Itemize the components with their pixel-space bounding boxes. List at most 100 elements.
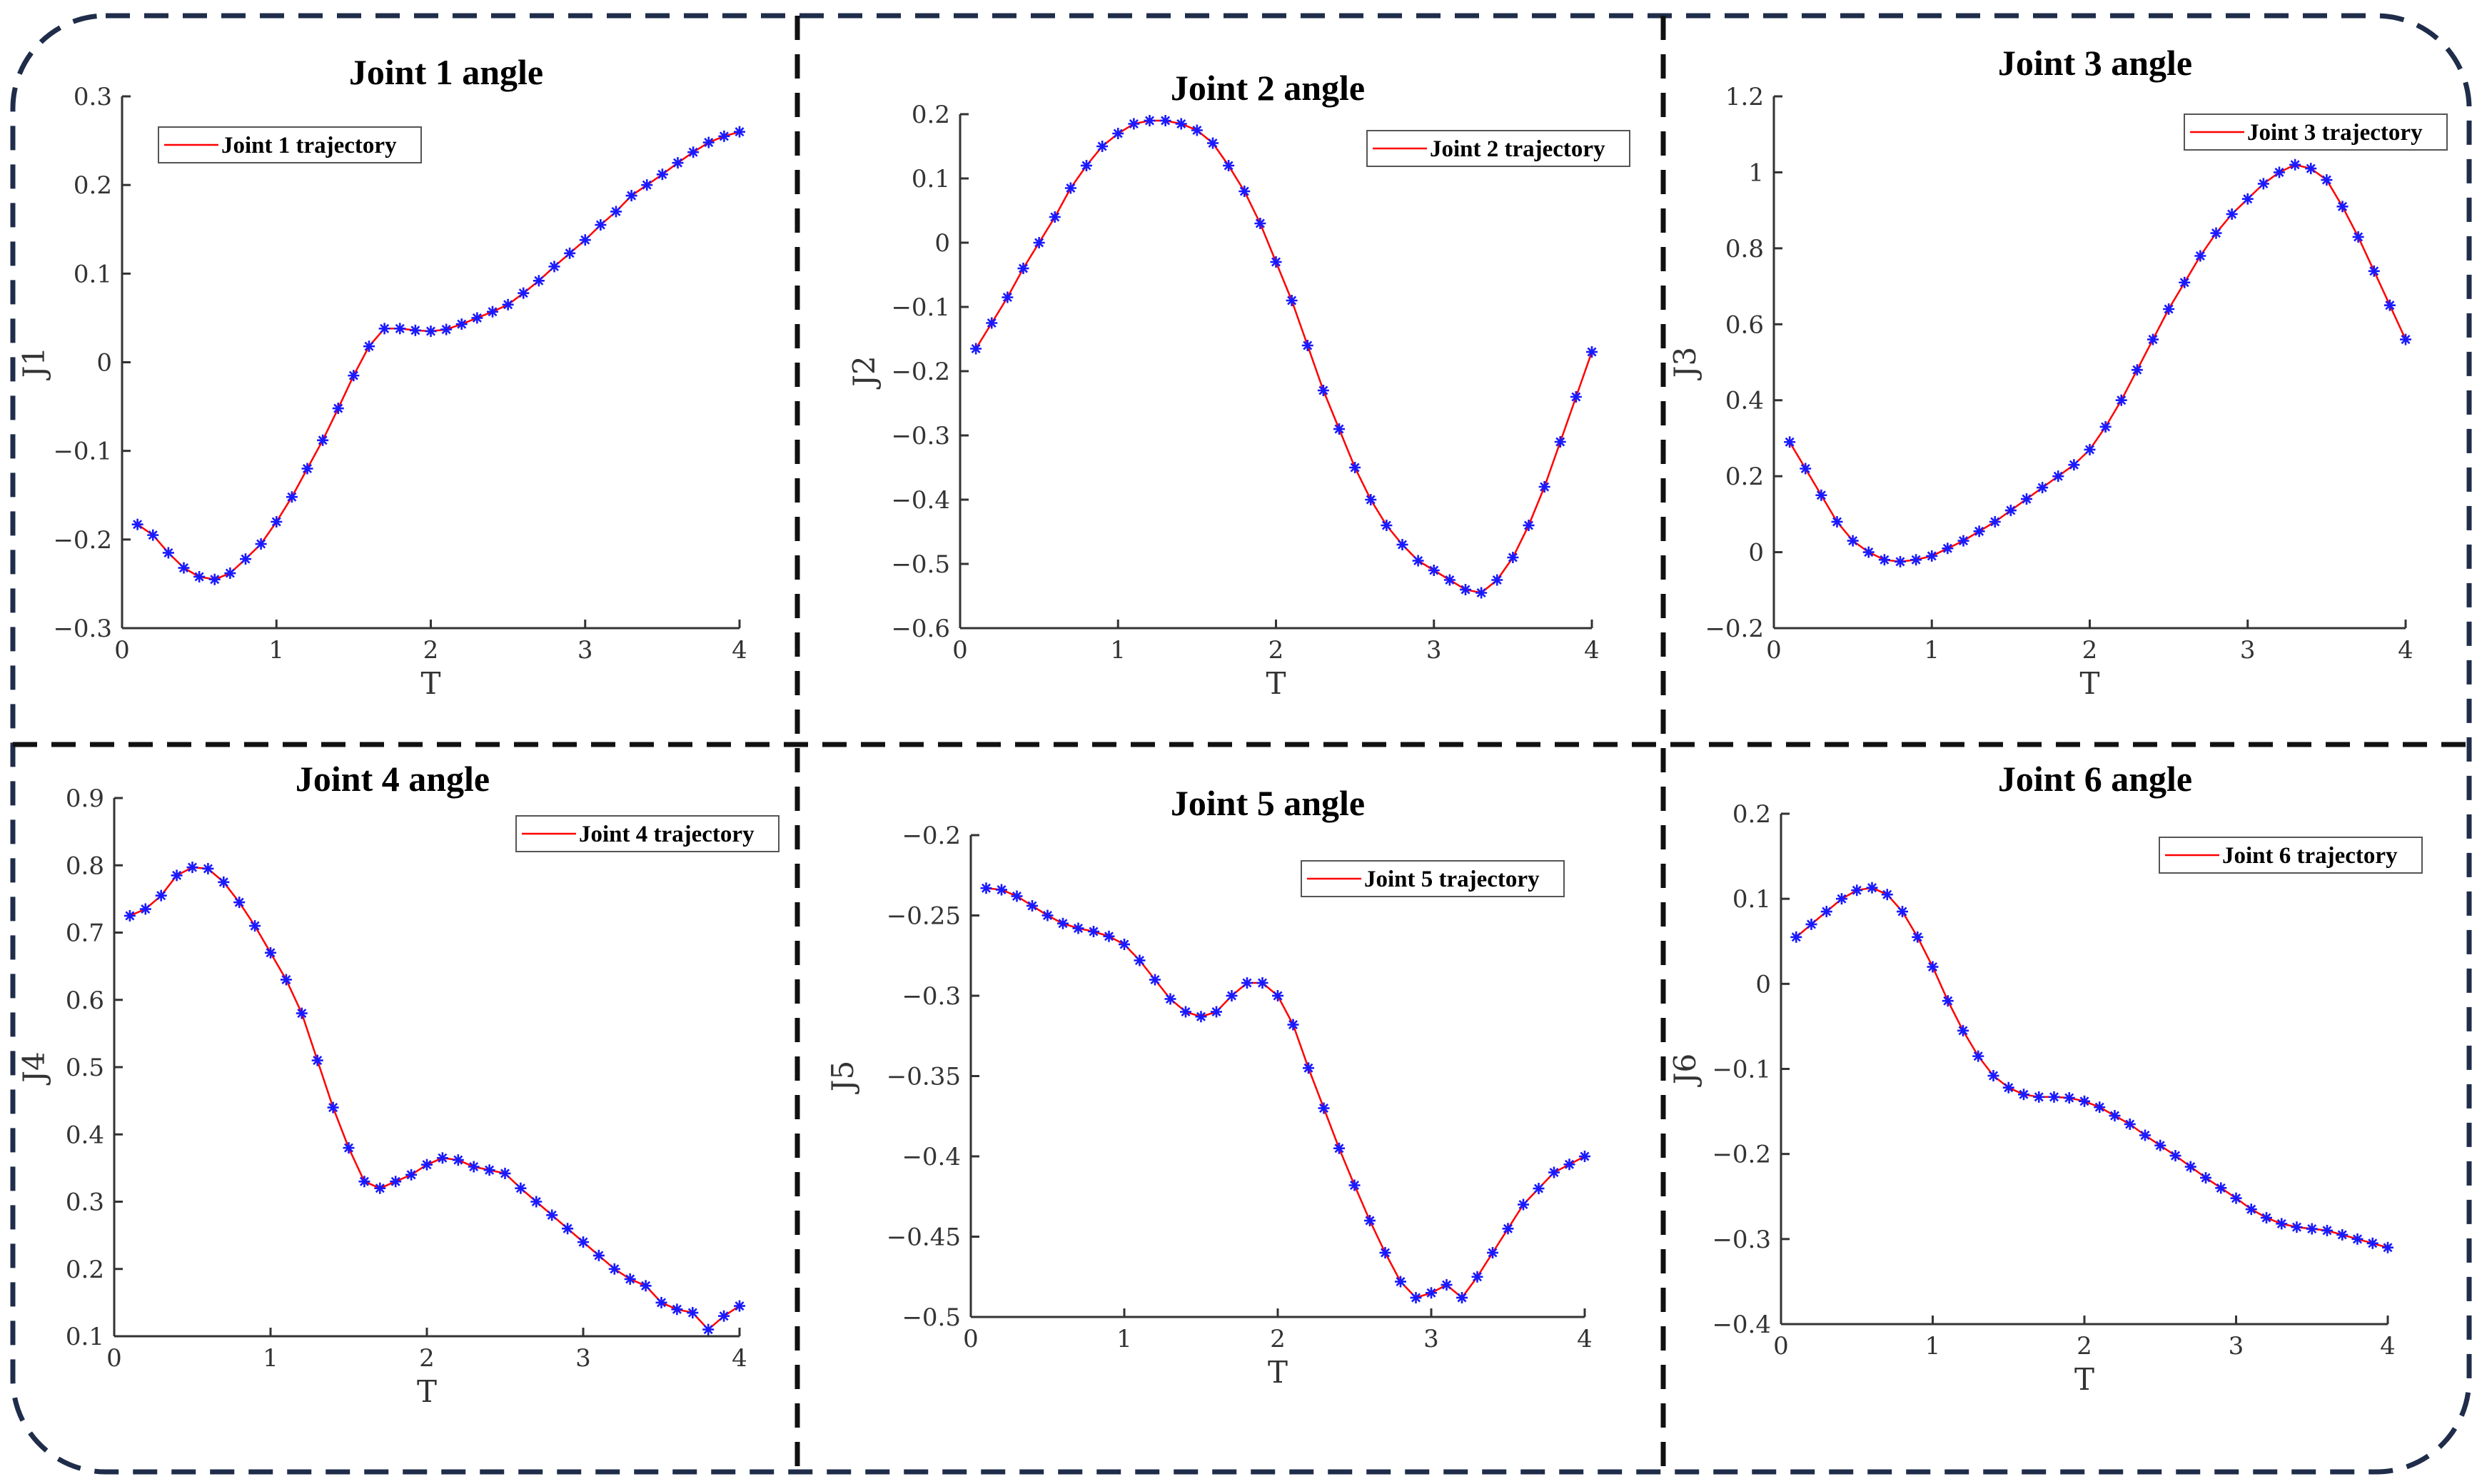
chart-5: 0 1 2 3 4 −0.5 −0.45 −0.4 −0.35 −0.3 −0.25 −0.2 T J5 J… xyxy=(825,783,1593,1390)
y-tick-label: 0.5 xyxy=(66,1054,104,1082)
y-tick-label: 0.1 xyxy=(912,165,950,193)
data-point xyxy=(255,538,267,550)
y-axis-label: J6 xyxy=(1668,1054,1702,1088)
data-point xyxy=(1349,462,1361,473)
data-point xyxy=(2194,250,2206,262)
data-point xyxy=(1570,391,1582,403)
y-tick-label: 0 xyxy=(934,229,950,258)
data-point xyxy=(487,306,498,318)
data-point xyxy=(595,219,607,231)
data-point xyxy=(1041,909,1054,922)
data-point xyxy=(1364,1215,1376,1226)
data-point xyxy=(1286,295,1298,306)
x-tick-label: 2 xyxy=(2077,1332,2092,1361)
data-point xyxy=(1579,1151,1590,1162)
data-point xyxy=(1134,954,1146,966)
data-point xyxy=(610,206,622,218)
data-point xyxy=(2289,158,2301,171)
data-point xyxy=(1241,977,1253,989)
y-tick-label: −0.45 xyxy=(887,1223,961,1252)
data-point xyxy=(1942,542,1954,555)
data-point xyxy=(624,1273,636,1285)
data-point xyxy=(1456,1292,1468,1303)
data-point xyxy=(2261,1212,2272,1224)
y-tick-label: 0.1 xyxy=(66,1323,104,1351)
data-point xyxy=(374,1182,386,1194)
data-point xyxy=(1805,918,1817,930)
data-point xyxy=(1926,550,1938,562)
data-point xyxy=(1836,893,1847,905)
data-point xyxy=(358,1176,370,1188)
data-point xyxy=(1471,1271,1483,1283)
data-point xyxy=(265,947,276,959)
y-tick-label: 0.3 xyxy=(74,83,112,111)
y-tick-label: −0.5 xyxy=(891,550,950,579)
y-axis-label: J1 xyxy=(16,347,51,381)
data-point xyxy=(155,889,167,902)
data-point xyxy=(2383,299,2396,311)
x-axis-label: T xyxy=(2079,666,2099,701)
data-point xyxy=(986,317,998,329)
data-point xyxy=(1554,436,1566,448)
y-tick-label: −0.2 xyxy=(1705,615,1764,643)
data-point xyxy=(2169,1150,2181,1162)
data-point xyxy=(592,1249,605,1261)
data-point xyxy=(2068,459,2080,471)
data-point xyxy=(2048,1091,2060,1103)
data-point xyxy=(2147,333,2159,345)
x-tick-label: 3 xyxy=(1423,1325,1439,1353)
data-point xyxy=(452,1154,464,1166)
data-point xyxy=(1333,423,1345,435)
data-point xyxy=(2109,1110,2121,1122)
legend: Joint 6 trajectory xyxy=(2159,837,2423,874)
legend: Joint 5 trajectory xyxy=(1301,860,1565,897)
data-point xyxy=(271,516,283,528)
data-point xyxy=(518,287,530,299)
data-point xyxy=(562,1223,574,1235)
data-point xyxy=(1862,546,1875,558)
data-point xyxy=(2351,1233,2364,1245)
x-axis-label: T xyxy=(1268,1355,1288,1390)
series-line xyxy=(129,866,740,1331)
legend-label: Joint 1 trajectory xyxy=(221,133,397,158)
y-tick-label: 0 xyxy=(1748,539,1764,567)
data-point xyxy=(2124,1118,2136,1130)
data-point xyxy=(2002,1081,2014,1094)
y-tick-label: 0.2 xyxy=(74,171,112,200)
x-tick-label: 0 xyxy=(106,1344,122,1373)
data-point xyxy=(1820,906,1832,918)
series-line xyxy=(986,887,1585,1299)
data-point xyxy=(1487,1247,1498,1258)
series-markers xyxy=(980,882,1590,1303)
data-point xyxy=(1223,160,1235,171)
chart-title: Joint 3 angle xyxy=(1998,43,2192,83)
data-point xyxy=(2226,208,2238,220)
data-point xyxy=(2063,1092,2075,1104)
data-point xyxy=(131,518,143,530)
y-tick-label: 0.7 xyxy=(66,919,104,948)
data-point xyxy=(2018,1089,2029,1101)
x-tick-label: 0 xyxy=(952,636,968,665)
data-point xyxy=(1395,1276,1406,1288)
series-markers xyxy=(1790,882,2393,1253)
data-point xyxy=(1426,1287,1437,1299)
x-tick-label: 3 xyxy=(577,636,593,665)
y-tick-label: −0.3 xyxy=(902,982,961,1011)
legend-label: Joint 4 trajectory xyxy=(579,822,755,847)
data-point xyxy=(147,529,159,541)
data-point xyxy=(1475,587,1488,599)
data-point xyxy=(970,343,982,355)
legend: Joint 3 trajectory xyxy=(2184,113,2448,151)
data-point xyxy=(2336,201,2349,213)
data-point xyxy=(2099,420,2112,433)
data-point xyxy=(1254,218,1266,229)
y-tick-label: 0.2 xyxy=(1725,463,1764,491)
y-tick-label: 0.8 xyxy=(1725,235,1764,263)
data-point xyxy=(1017,263,1029,274)
y-axis-label: J5 xyxy=(825,1061,860,1095)
data-point xyxy=(671,1303,683,1316)
data-point xyxy=(409,324,421,336)
data-point xyxy=(1379,1247,1391,1258)
legend-label: Joint 5 trajectory xyxy=(1364,867,1540,892)
data-point xyxy=(577,1236,589,1248)
